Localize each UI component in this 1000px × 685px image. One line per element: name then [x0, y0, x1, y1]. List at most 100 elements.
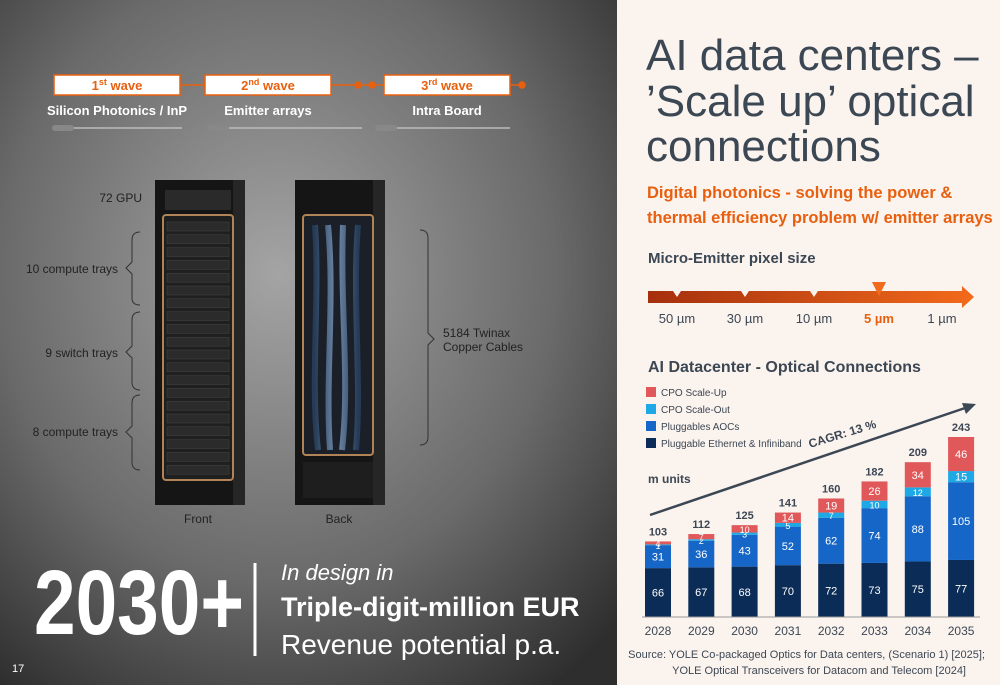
legend-label: Pluggables AOCs: [661, 422, 739, 433]
title-line: AI data centers –: [646, 31, 979, 80]
rack-front: [155, 180, 245, 505]
segment-label: 12: [913, 488, 923, 498]
segment-label: 1: [655, 541, 660, 551]
bar-segment: [948, 559, 975, 617]
source: Source: YOLE Co-packaged Optics for Data…: [628, 649, 985, 677]
segment-label: 70: [782, 586, 794, 598]
headline-line: Revenue potential p.a.: [281, 629, 561, 660]
wave-box: [383, 74, 511, 96]
emitter-arrow: [648, 286, 974, 308]
wave-label: Silicon Photonics / InP: [47, 103, 187, 118]
segment-label: 88: [912, 524, 924, 536]
wave-number: 1: [92, 78, 99, 93]
wave-word: wave: [107, 78, 142, 93]
wave-word: wave: [259, 78, 294, 93]
headline-intro: In design in: [281, 560, 394, 585]
total-label: 112: [692, 519, 710, 531]
bar-segment: [645, 541, 671, 545]
front-label: Front: [184, 512, 213, 526]
total-label: 209: [909, 447, 927, 459]
subtitle-line: Digital photonics - solving the power &: [647, 184, 952, 202]
bar-segment: [774, 526, 801, 566]
rack-back: [295, 180, 385, 505]
bar-segment: [731, 566, 758, 617]
source-line: Source: YOLE Co-packaged Optics for Data…: [628, 649, 985, 661]
segment-label: 68: [738, 587, 750, 599]
cable-label: 5184 Twinax: [443, 326, 510, 340]
x-tick-label: 2028: [645, 624, 672, 638]
subtitle-line: thermal efficiency problem w/ emitter ar…: [647, 209, 993, 227]
emitter-title: Micro-Emitter pixel size: [648, 250, 816, 267]
bar-segment: [774, 565, 801, 617]
segment-label: 10: [740, 525, 750, 535]
emitter-marker: [741, 291, 749, 297]
total-label: 160: [822, 483, 840, 495]
tray: [166, 221, 230, 232]
bar-segment: [645, 544, 671, 546]
legend-label: Pluggable Ethernet & Infiniband: [661, 439, 802, 450]
segment-label: 19: [825, 501, 837, 513]
x-tick-label: 2031: [775, 624, 802, 638]
bar-segment: [904, 487, 931, 497]
emitter-size: 30 µm: [727, 311, 763, 326]
bar-segment: [861, 508, 888, 563]
segment-label: 75: [912, 584, 924, 596]
bar-segment: [948, 482, 975, 560]
emitter-size: 5 µm: [864, 311, 894, 326]
segment-label: 10: [869, 500, 879, 510]
x-tick-label: 2029: [688, 624, 715, 638]
tray: [166, 464, 230, 475]
segment-label: 36: [695, 549, 707, 561]
bar-segment: [731, 532, 758, 535]
cable-label: Copper Cables: [443, 340, 523, 354]
right-background: [617, 0, 1000, 685]
headline-bold: Triple-digit-million EUR: [281, 592, 580, 622]
brackets: [125, 229, 435, 471]
cagr-arrow: [649, 405, 969, 517]
segment-label: 43: [738, 546, 750, 558]
rack-labels: 72 GPU 10 compute trays 9 switch trays 8…: [26, 191, 523, 526]
legend-swatch: [646, 421, 656, 431]
tray: [166, 311, 230, 321]
wave-title: 2nd wave: [241, 77, 295, 93]
segment-label: 72: [825, 585, 837, 597]
tray-label: 8 compute trays: [33, 425, 118, 439]
legend-label: CPO Scale-Up: [661, 388, 727, 399]
page-number: 17: [12, 663, 24, 675]
source-line: YOLE Optical Transceivers for Datacom an…: [672, 665, 966, 677]
segment-label: 15: [955, 472, 967, 484]
segment-label: 66: [652, 588, 664, 600]
segment-label: 26: [868, 486, 880, 498]
tray: [166, 324, 230, 334]
tray: [166, 247, 230, 257]
tray: [166, 375, 230, 385]
tray-label: 10 compute trays: [26, 262, 118, 276]
tray: [166, 426, 230, 437]
x-tick-label: 2033: [861, 624, 888, 638]
bar-segment: [818, 498, 845, 513]
wave-box: [204, 74, 332, 96]
segment-label: 73: [868, 585, 880, 597]
bar-segment: [818, 563, 845, 617]
total-label: 141: [779, 498, 797, 510]
subtitle: Digital photonics - solving the power & …: [647, 184, 993, 227]
bar-segment: [904, 496, 931, 562]
gpu-label: 72 GPU: [99, 191, 142, 205]
tray: [166, 298, 230, 309]
tray: [166, 285, 230, 296]
x-tick-label: 2035: [948, 624, 975, 638]
bar-segment: [645, 545, 671, 569]
wave-box: [53, 74, 181, 96]
bar-segment: [688, 539, 715, 541]
wave-sup: rd: [428, 77, 437, 87]
segment-label: 77: [955, 583, 967, 595]
total-label: 243: [952, 422, 970, 434]
tray: [166, 336, 230, 347]
bar-segment: [731, 525, 758, 533]
tray-label: 9 switch trays: [45, 346, 118, 360]
cagr-arrowhead: [962, 403, 976, 414]
legend-swatch: [646, 404, 656, 414]
tray: [166, 388, 230, 398]
